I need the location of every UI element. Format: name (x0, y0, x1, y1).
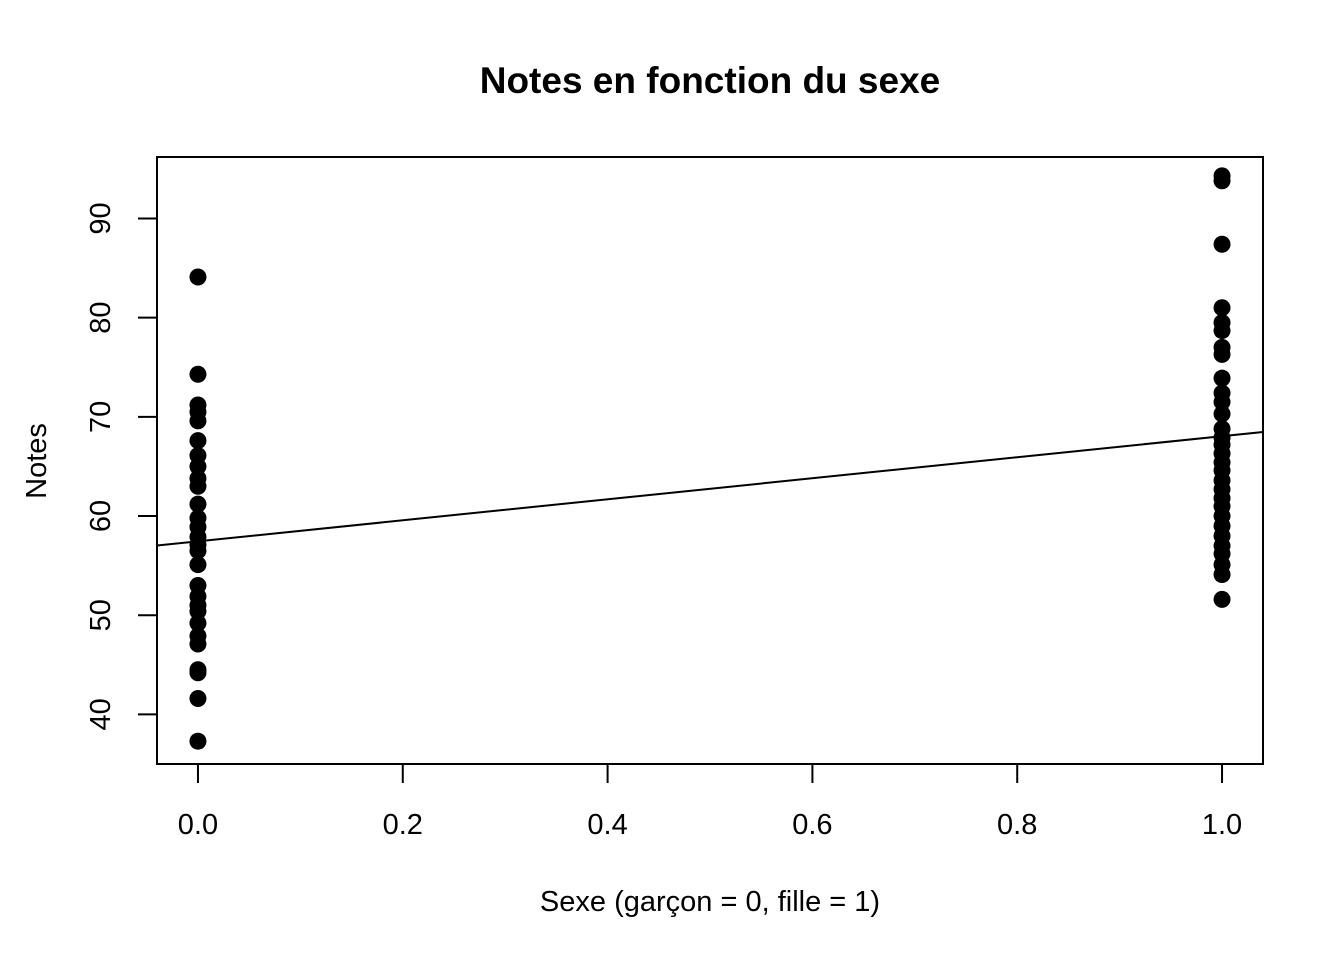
data-point (189, 690, 207, 708)
data-point (189, 365, 207, 383)
x-axis: 0.0 0.2 0.4 0.6 0.8 1.0 (178, 764, 1242, 841)
x-tick-label: 1.0 (1202, 809, 1242, 841)
y-tick-label: 50 (85, 599, 117, 631)
x-tick-label: 0.0 (178, 809, 218, 841)
data-point (1213, 172, 1231, 190)
data-point (1213, 322, 1231, 340)
data-point (1213, 405, 1231, 423)
data-point (1213, 369, 1231, 387)
y-tick-label: 60 (85, 500, 117, 532)
data-point (189, 614, 207, 632)
data-point (189, 268, 207, 286)
data-point (189, 664, 207, 682)
data-point (189, 477, 207, 495)
regression-line (157, 431, 1263, 547)
x-tick-label: 0.6 (792, 809, 832, 841)
data-point (189, 732, 207, 750)
data-point (1213, 590, 1231, 608)
y-axis-label: Notes (21, 423, 53, 499)
y-tick-label: 40 (85, 698, 117, 730)
x-axis-label: Sexe (garçon = 0, fille = 1) (540, 886, 880, 918)
data-point (189, 635, 207, 653)
data-point (1213, 345, 1231, 363)
y-axis: 40 50 60 70 80 90 (85, 202, 157, 731)
x-tick-label: 0.8 (997, 809, 1037, 841)
data-point (1213, 299, 1231, 317)
x-tick-label: 0.2 (383, 809, 423, 841)
data-point (1213, 566, 1231, 584)
plot-frame (156, 156, 1264, 765)
data-point (189, 556, 207, 574)
data-point (189, 602, 207, 620)
chart-title: Notes en fonction du sexe (480, 60, 941, 101)
data-point (189, 457, 207, 475)
data-point (189, 412, 207, 430)
data-point (1213, 393, 1231, 411)
y-tick-label: 70 (85, 401, 117, 433)
y-tick-label: 90 (85, 202, 117, 234)
x-tick-label: 0.4 (587, 809, 627, 841)
regression-line-group (157, 431, 1263, 547)
data-point (1213, 235, 1231, 253)
y-tick-label: 80 (85, 302, 117, 334)
data-point (189, 432, 207, 450)
data-point (189, 542, 207, 560)
data-point (189, 495, 207, 513)
data-points (189, 167, 1231, 750)
